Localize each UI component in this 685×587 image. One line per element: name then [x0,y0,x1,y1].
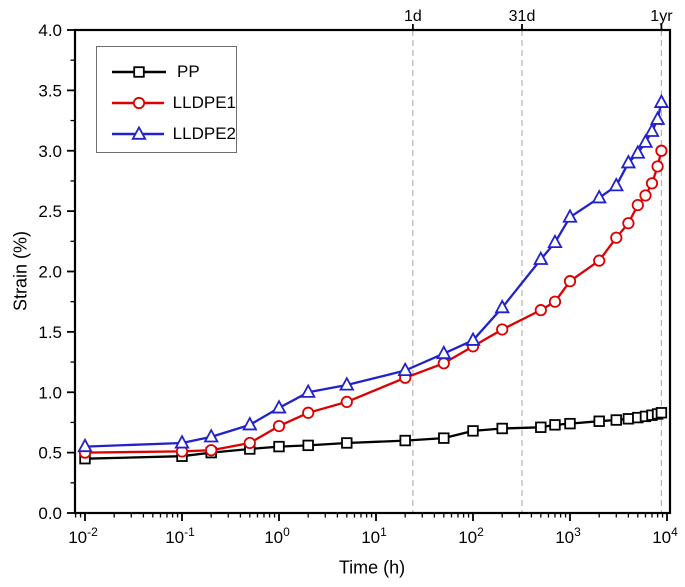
LLDPE1-marker [645,177,659,190]
x-axis-title: Time (h) [338,557,406,578]
x-tick-label: 100 [264,525,290,547]
LLDPE2-marker [533,250,549,265]
LLDPE2-marker [637,133,654,148]
LLDPE2-marker [653,93,670,108]
LLDPE1-marker [593,254,606,267]
PP-marker [467,425,479,437]
top-marker-label-31d: 31d [509,8,536,25]
top-marker-label-1d: 1d [404,8,422,25]
PP-marker [593,415,605,427]
y-tick-label: 3.5 [38,81,62,100]
y-tick-label: 1.0 [38,383,62,402]
LLDPE2-marker [300,383,316,398]
LLDPE1-marker [548,295,562,308]
PP-marker [535,421,547,433]
LLDPE1-marker [622,217,635,230]
legend-entry-LLDPE2: LLDPE2 [97,118,236,149]
LLDPE2-marker [649,110,666,125]
y-tick-label: 1.5 [38,323,62,342]
LLDPE2-marker [242,416,258,431]
y-tick-label: 0.0 [38,504,62,523]
LLDPE1-marker [340,395,353,409]
series-line-LLDPE2 [84,102,663,448]
legend-label: LLDPE1 [172,93,236,112]
LLDPE2-marker [562,208,578,223]
y-axis-title: Strain (%) [10,230,31,312]
LLDPE2-marker [630,144,646,159]
LLDPE2-marker [339,376,355,391]
PP-marker [399,434,411,447]
LLDPE1-marker [496,323,509,336]
y-tick-label: 2.5 [38,202,62,221]
PP-marker [610,414,622,426]
PP-marker [655,407,668,419]
PP-marker [496,422,508,435]
PP-marker [273,440,285,453]
LLDPE1-marker [437,357,450,370]
LLDPE2-marker [397,361,413,377]
PP-marker [341,437,353,449]
LLDPE2-marker [174,434,190,449]
PP-marker [564,417,576,430]
LLDPE1-marker [631,198,644,212]
x-tick-label: 104 [652,525,678,547]
LLDPE2-marker [494,299,510,314]
LLDPE2-marker [620,154,637,169]
LLDPE2-marker [203,428,219,443]
LLDPE1-marker [302,406,315,419]
legend-sample-square-icon [112,65,166,78]
PP-marker [549,419,561,431]
legend-sample-triangle-icon [112,125,164,140]
x-tick-label: 101 [361,525,387,547]
LLDPE2-marker [591,189,607,204]
legend-label: LLDPE2 [172,124,236,143]
LLDPE1-marker [655,144,668,157]
LLDPE2-marker [465,331,481,346]
LLDPE1-marker [243,436,256,450]
y-tick-label: 0.5 [38,444,62,463]
y-tick-label: 2.0 [38,263,62,282]
LLDPE2-marker [271,399,287,414]
y-tick-label: 3.0 [38,142,62,161]
LLDPE1-marker [651,160,664,173]
x-tick-label: 102 [458,525,484,547]
LLDPE2-marker [547,233,563,249]
LLDPE1-marker [534,304,547,317]
legend-entry-LLDPE1: LLDPE1 [97,87,236,118]
series-line-LLDPE1 [84,150,663,454]
LLDPE2-marker [77,437,93,453]
PP-marker [622,413,635,425]
LLDPE1-marker [272,419,286,433]
LLDPE2-marker [644,122,660,137]
legend-entry-PP: PP [97,56,236,87]
PP-marker [438,432,450,444]
LLDPE1-marker [563,275,577,288]
x-tick-label: 10-2 [68,525,98,547]
LLDPE1-marker [610,231,623,244]
LLDPE1-marker [205,444,218,457]
x-tick-label: 103 [555,525,581,547]
LLDPE2-marker [608,177,624,192]
legend-sample-circle-icon [112,96,164,109]
LLDPE2-marker [436,344,452,360]
LLDPE1-marker [639,189,652,202]
x-tick-label: 10-1 [165,525,195,547]
legend-label: PP [177,62,200,81]
top-marker-label-1yr: 1yr [650,8,673,25]
legend: PP LLDPE1 LLDPE2 [96,46,237,153]
PP-marker [302,439,314,452]
y-tick-label: 4.0 [38,21,62,40]
